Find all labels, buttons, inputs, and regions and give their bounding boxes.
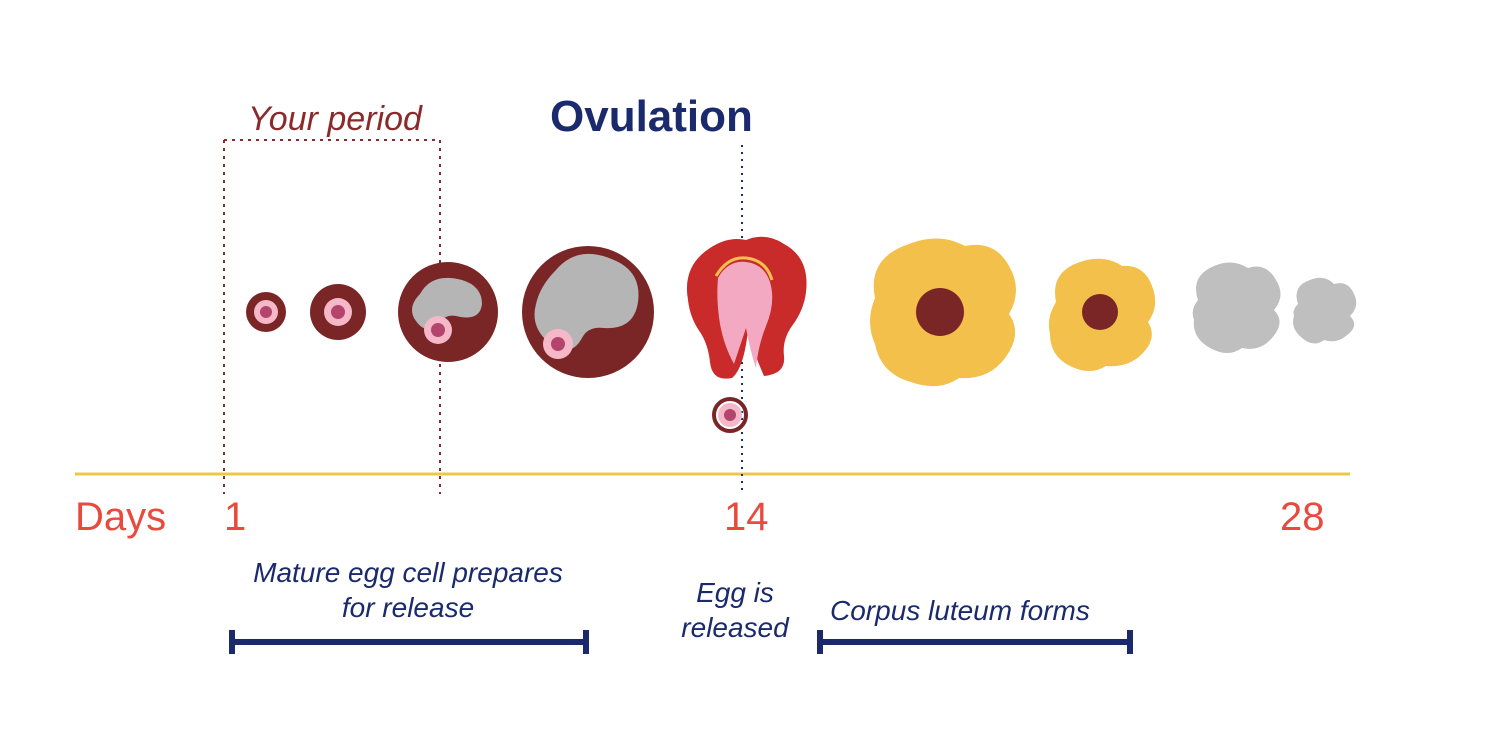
day-28-label: 28 [1280,495,1325,540]
days-label: Days [75,495,166,540]
day-1-label: 1 [224,495,246,540]
phase-3-label: Corpus luteum forms [830,595,1090,627]
phase-2-label: Egg is released [681,575,788,645]
stage-9-corpus-albicans [1293,278,1356,344]
stage-4-follicle [522,246,654,378]
ovulation-label: Ovulation [550,92,753,142]
phase-bracket-1 [232,630,586,654]
phase-1-label: Mature egg cell prepares for release [253,555,563,625]
period-label: Your period [248,100,422,139]
stage-2-follicle [310,284,366,340]
stage-7-corpus-luteum [1049,259,1155,371]
stage-8-corpus-albicans [1193,262,1281,353]
stage-3-follicle [398,262,498,362]
stage-6-corpus-luteum [870,238,1016,386]
stage-1-follicle [246,292,286,332]
day-14-label: 14 [724,495,769,540]
stage-5-ovulation [687,237,807,431]
phase-bracket-2 [820,630,1130,654]
